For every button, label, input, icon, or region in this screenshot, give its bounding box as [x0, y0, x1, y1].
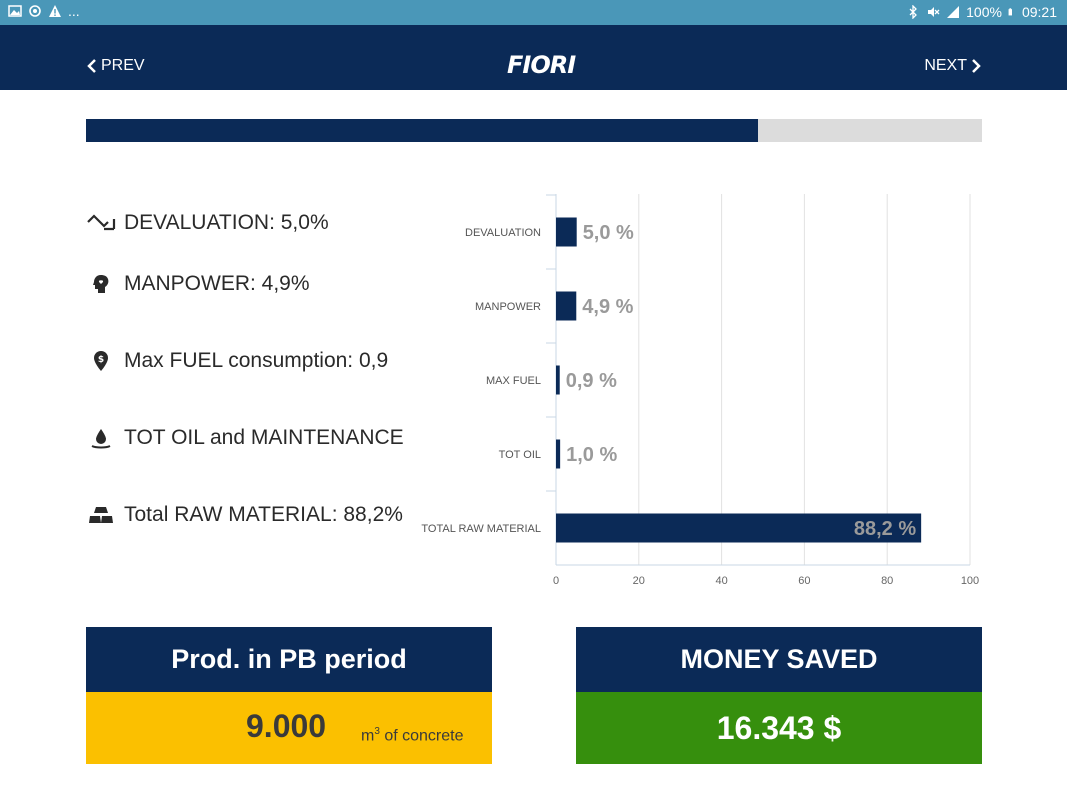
x-tick-label: 40 — [715, 575, 727, 587]
app-header: PREV FIORI NEXT — [0, 25, 1067, 90]
cost-item-oil: TOT OIL and MAINTENANCE — [86, 399, 412, 476]
category-label: MAX FUEL — [486, 375, 541, 387]
svg-text:$: $ — [98, 355, 104, 365]
x-tick-label: 100 — [961, 575, 979, 587]
x-tick-label: 60 — [798, 575, 810, 587]
cost-label: Total RAW MATERIAL: 88,2% — [124, 502, 403, 526]
category-label: MANPOWER — [475, 301, 541, 313]
data-label: 1,0 % — [566, 444, 617, 466]
x-tick-label: 20 — [633, 575, 645, 587]
signal-icon — [947, 6, 960, 18]
prod-value: 9.000 — [246, 708, 327, 744]
prod-period-box: Prod. in PB period 9.000 m3 of concrete — [86, 627, 492, 764]
manpower-icon — [86, 269, 116, 299]
warning-icon — [49, 5, 61, 17]
image-icon — [8, 5, 22, 17]
prod-unit: m3 of concrete — [361, 726, 464, 745]
chevron-right-icon — [972, 59, 981, 73]
prev-button[interactable]: PREV — [87, 57, 145, 75]
bar — [556, 439, 561, 469]
cost-item-fuel: $ Max FUEL consumption: 0,9 — [86, 322, 412, 399]
devaluation-icon — [86, 208, 116, 238]
data-label: 88,2 % — [854, 518, 916, 540]
bar — [556, 513, 922, 543]
prod-box-title: Prod. in PB period — [86, 627, 492, 692]
raw-material-icon — [86, 500, 116, 530]
cost-label: Max FUEL consumption: 0,9 — [124, 348, 389, 372]
status-time: 09:21 — [1021, 4, 1057, 20]
x-tick-label: 80 — [881, 575, 893, 587]
mute-icon — [928, 7, 940, 17]
prod-box-body: 9.000 m3 of concrete — [86, 692, 492, 764]
cost-item-manpower: MANPOWER: 4,9% — [86, 245, 412, 322]
cost-label: DEVALUATION: 5,0% — [124, 210, 329, 234]
progress-bar — [86, 119, 982, 142]
fiori-logo: FIORI — [507, 51, 576, 79]
money-value: 16.343 $ — [716, 710, 842, 746]
cost-label: MANPOWER: 4,9% — [124, 271, 310, 295]
next-label: NEXT — [924, 57, 967, 74]
prev-label: PREV — [101, 57, 145, 74]
chart-svg: 0 20 40 60 80 100 DEVALUATION 5,0 % MANPOWER 4,9 … — [421, 194, 979, 587]
money-box-body: 16.343 $ — [576, 692, 982, 764]
cost-bar-chart: 0 20 40 60 80 100 DEVALUATION 5,0 % MANPOWER 4,9 … — [415, 190, 995, 590]
x-tick-label: 0 — [553, 575, 559, 587]
category-label: DEVALUATION — [465, 227, 541, 239]
oil-icon — [86, 423, 116, 453]
money-box-title: MONEY SAVED — [576, 627, 982, 692]
cost-item-raw-material: Total RAW MATERIAL: 88,2% — [86, 476, 412, 553]
chevron-left-icon — [87, 59, 96, 73]
cost-label: TOT OIL and MAINTENANCE — [124, 425, 404, 449]
money-saved-box: MONEY SAVED 16.343 $ — [576, 627, 982, 764]
category-label: TOTAL RAW MATERIAL — [421, 523, 541, 535]
battery-icon — [1008, 8, 1012, 16]
category-label: TOT OIL — [499, 449, 541, 461]
battery-percent: 100% — [966, 4, 1002, 20]
data-label: 0,9 % — [566, 370, 617, 392]
status-bar: ... 100% 09:21 — [0, 0, 1067, 25]
bar — [556, 217, 577, 247]
next-button[interactable]: NEXT — [924, 57, 981, 75]
cost-list: DEVALUATION: 5,0% MANPOWER: 4,9% $ Max F… — [86, 200, 412, 553]
bar — [556, 291, 577, 321]
data-label: 4,9 % — [582, 296, 633, 318]
fuel-icon: $ — [86, 346, 116, 376]
data-label: 5,0 % — [583, 222, 634, 244]
bar — [556, 365, 560, 395]
bluetooth-icon — [909, 5, 918, 19]
cost-item-devaluation: DEVALUATION: 5,0% — [86, 200, 412, 245]
sync-icon — [29, 5, 41, 17]
progress-fill — [86, 119, 758, 142]
status-more: ... — [68, 3, 80, 19]
